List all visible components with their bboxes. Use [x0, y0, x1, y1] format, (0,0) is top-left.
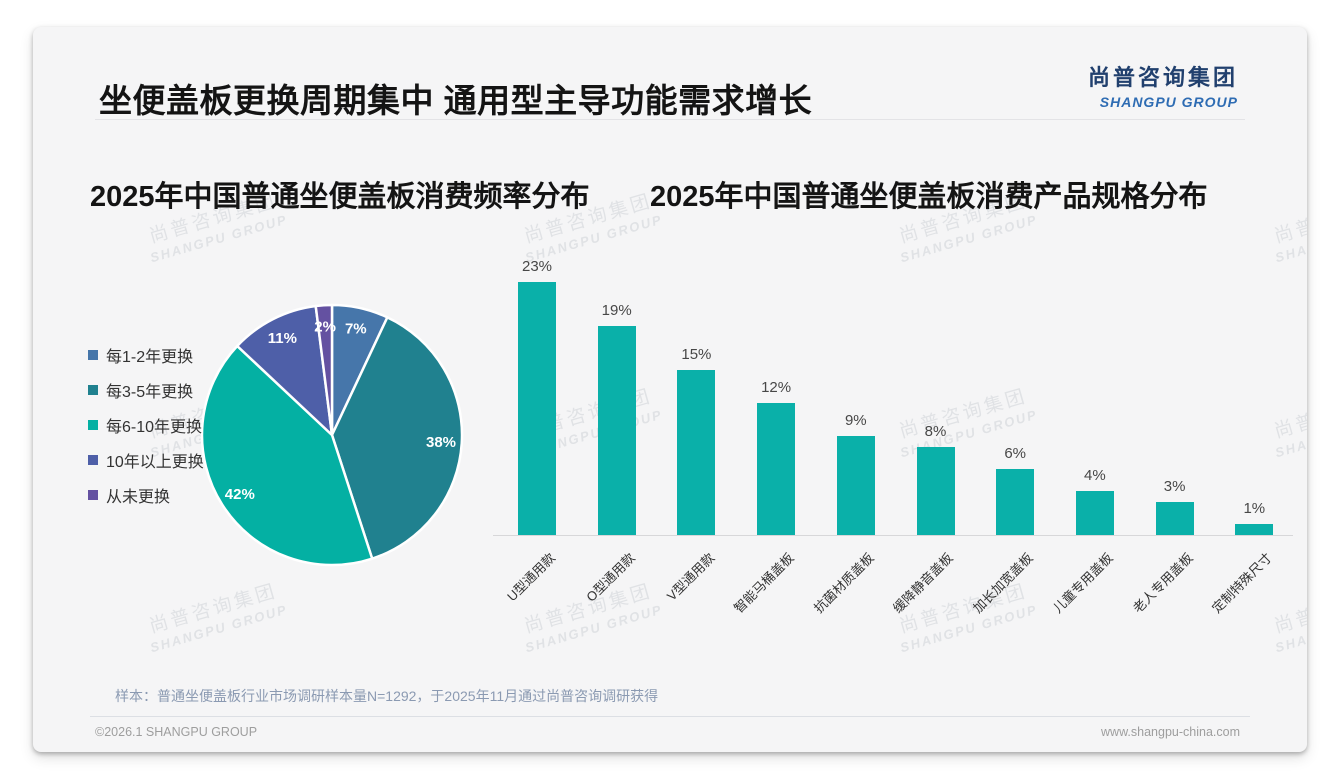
bar [1075, 491, 1114, 535]
bar-value-label: 3% [1163, 478, 1186, 495]
footer-divider [90, 716, 1250, 717]
legend-swatch [88, 455, 98, 465]
bar-x-label: 智能马桶盖板 [731, 550, 797, 616]
pie-chart: 7% 38% 42% 11% 2% [200, 303, 464, 567]
legend-swatch [88, 350, 98, 360]
pie-chart-title: 2025年中国普通坐便盖板消费频率分布 [90, 181, 590, 213]
bar [916, 447, 955, 535]
legend-item-label: 从未更换 [106, 489, 171, 506]
bar-value-label: 23% [521, 258, 553, 275]
pie-data-label: 38% [426, 434, 456, 451]
bar-chart-title: 2025年中国普通坐便盖板消费产品规格分布 [650, 181, 1208, 213]
bar-x-label: 定制特殊尺寸 [1209, 550, 1276, 616]
bar [1155, 502, 1194, 535]
logo-en-text: SHANGPU GROUP [1099, 94, 1238, 110]
legend-swatch [88, 490, 98, 500]
x-axis-line [493, 535, 1293, 536]
bar-value-label: 1% [1243, 500, 1266, 517]
bar-x-label: 缓降静音盖板 [890, 550, 957, 616]
page-title: 坐便盖板更换周期集中 通用型主导功能需求增长 [99, 82, 813, 119]
bar [677, 370, 716, 535]
bar [757, 403, 796, 535]
pie-legend: 每1-2年更换 每3-5年更换 每6-10年更换 10年以上更换 从未更换 [88, 344, 204, 506]
bar-x-label: U型通用款 [503, 550, 558, 605]
bar-x-label: 抗菌材质盖板 [810, 550, 877, 616]
logo: 尚普咨询集团 SHANGPU GROUP [1088, 60, 1238, 110]
pie-data-label: 7% [345, 321, 367, 338]
bar [518, 282, 556, 535]
legend-swatch [88, 420, 98, 430]
legend-item-label: 10年以上更换 [106, 454, 204, 471]
legend-item: 从未更换 [88, 484, 204, 506]
legend-item-label: 每6-10年更换 [106, 419, 203, 436]
bar [597, 326, 636, 535]
pie-slice [200, 344, 374, 567]
bar-chart: 23% U型通用款 19% O型通用款 15% V型通用款 12% 智能马桶盖板 9% 抗菌材质盖… [33, 27, 1307, 752]
legend-item-label: 每3-5年更换 [106, 384, 194, 401]
legend-swatch [88, 385, 98, 395]
pie-data-label: 42% [225, 486, 255, 503]
bar-x-label: 老人专用盖板 [1129, 550, 1196, 616]
bar [996, 469, 1035, 535]
pie-data-label: 11% [268, 330, 297, 347]
bar-value-label: 15% [681, 346, 712, 363]
slide-card: 尚普咨询集团 SHANGPU GROUP 尚普咨询集团 SHANGPU GROUP 尚普… [33, 27, 1307, 752]
logo-cn-text: 尚普咨询集团 [1087, 65, 1238, 90]
legend-item: 10年以上更换 [88, 449, 204, 471]
footer-copyright: ©2026.1 SHANGPU GROUP [95, 725, 258, 739]
bar-value-label: 19% [601, 302, 632, 319]
pie-slice [330, 316, 464, 560]
bar-x-label: 儿童专用盖板 [1049, 550, 1116, 616]
pie-slice [314, 303, 334, 437]
legend-item: 每1-2年更换 [88, 344, 204, 366]
bar-value-label: 9% [844, 412, 867, 429]
bar [836, 436, 875, 535]
bar-value-label: 4% [1084, 467, 1106, 484]
bar-value-label: 8% [924, 423, 947, 440]
legend-item: 每3-5年更换 [88, 379, 204, 401]
bar-x-label: O型通用款 [582, 550, 638, 605]
legend-item-label: 每1-2年更换 [106, 349, 194, 366]
bar [1235, 524, 1274, 535]
pie-data-label: 2% [314, 318, 336, 335]
header-divider [95, 119, 1245, 120]
footer-url: www.shangpu-china.com [1101, 725, 1240, 739]
pie-slice [235, 304, 334, 437]
legend-item: 每6-10年更换 [88, 414, 204, 436]
bar-x-label: V型通用款 [663, 550, 718, 604]
sample-footnote: 样本：普通坐便盖板行业市场调研样本量N=1292，于2025年11月通过尚普咨询… [115, 688, 659, 704]
bar-value-label: 6% [1004, 445, 1027, 462]
bar-value-label: 12% [761, 379, 792, 396]
bar-x-label: 加长加宽盖板 [970, 550, 1036, 616]
